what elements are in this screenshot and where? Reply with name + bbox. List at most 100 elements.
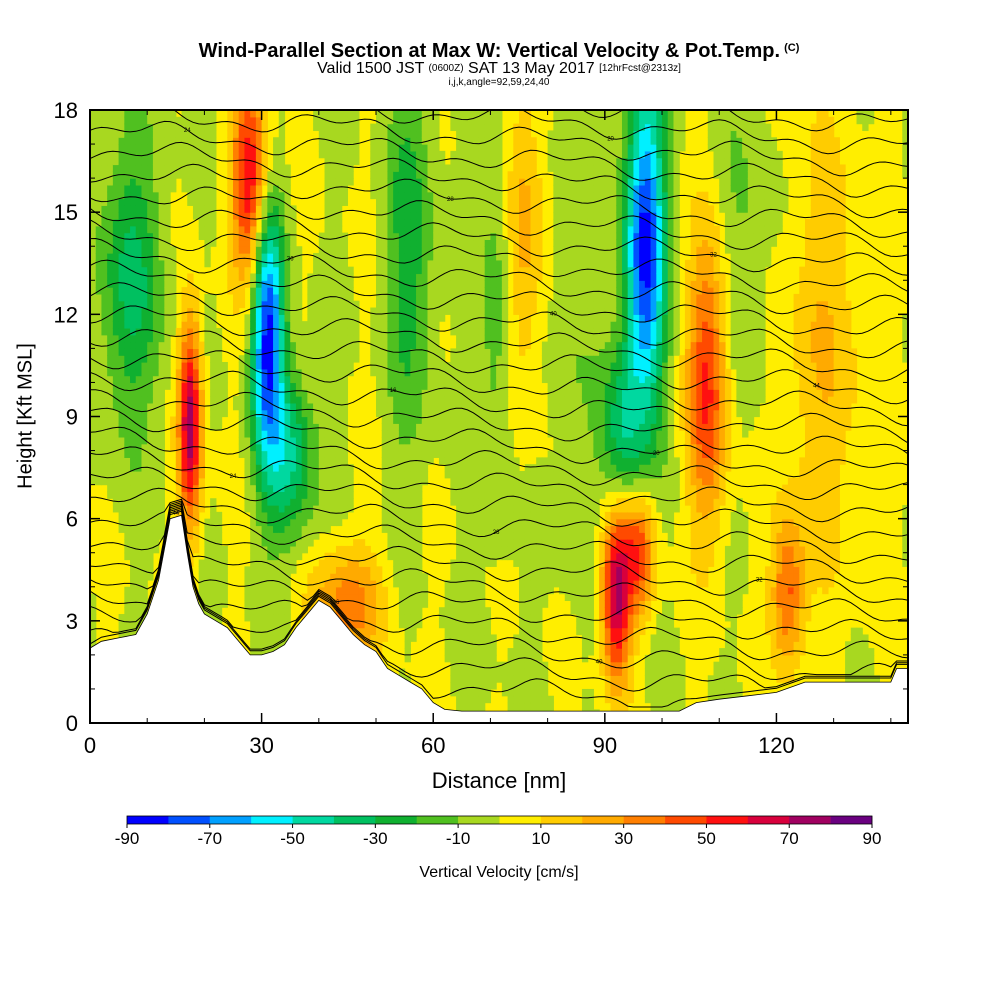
field-cell (250, 327, 257, 336)
field-cell (398, 525, 406, 533)
field-cell (524, 327, 532, 336)
field-cell (341, 457, 349, 465)
field-cell (152, 191, 160, 200)
field-cell (210, 293, 217, 302)
field-cell (290, 334, 297, 343)
field-cell (152, 178, 160, 186)
field-cell (101, 205, 108, 213)
field-cell (410, 116, 417, 125)
field-cell (238, 150, 246, 159)
field-cell (278, 566, 286, 574)
field-cell (467, 307, 474, 315)
field-cell (433, 232, 440, 241)
field-cell (175, 348, 183, 356)
field-cell (141, 614, 148, 622)
field-cell (204, 137, 211, 145)
field-cell (398, 123, 406, 132)
field-cell (473, 586, 480, 595)
field-cell (290, 287, 297, 295)
field-cell (261, 164, 268, 172)
field-cell (238, 293, 246, 302)
field-cell (210, 593, 217, 601)
field-cell (158, 375, 165, 384)
field-cell (461, 654, 469, 663)
field-cell (381, 477, 389, 486)
field-cell (444, 266, 451, 275)
field-cell (433, 375, 440, 384)
field-cell (147, 327, 154, 336)
field-cell (273, 627, 280, 636)
field-cell (410, 409, 417, 418)
field-cell (164, 382, 171, 390)
field-cell (313, 505, 320, 513)
field-cell (147, 273, 154, 281)
field-cell (416, 280, 423, 288)
field-cell (473, 402, 480, 411)
field-cell (410, 600, 417, 608)
field-cell (101, 253, 108, 261)
field-cell (438, 293, 446, 302)
field-cell (496, 116, 503, 125)
field-cell (204, 184, 211, 193)
field-cell (467, 184, 474, 193)
field-cell (267, 532, 274, 540)
field-cell (501, 682, 509, 690)
field-cell (152, 150, 160, 159)
field-cell (95, 334, 103, 343)
field-cell (416, 423, 423, 431)
field-cell (456, 355, 463, 363)
field-cell (335, 164, 343, 172)
field-cell (192, 314, 200, 322)
field-cell (427, 443, 434, 452)
field-cell (278, 532, 286, 540)
field-cell (187, 334, 194, 343)
field-cell (141, 402, 148, 411)
field-cell (324, 402, 331, 411)
field-cell (444, 436, 451, 445)
field-cell (164, 314, 171, 322)
field-cell (255, 491, 263, 499)
field-cell (519, 668, 526, 676)
field-cell (461, 545, 469, 554)
field-cell (101, 470, 108, 479)
field-cell (141, 130, 148, 138)
field-cell (261, 239, 268, 247)
field-cell (318, 116, 326, 125)
field-cell (278, 137, 286, 145)
field-cell (141, 552, 148, 561)
field-cell (250, 293, 257, 302)
field-cell (530, 661, 537, 670)
field-cell (101, 293, 108, 302)
field-cell (227, 266, 234, 275)
field-cell (393, 321, 400, 329)
field-cell (410, 110, 417, 118)
field-cell (255, 171, 263, 179)
field-cell (158, 491, 165, 499)
field-cell (204, 171, 211, 179)
field-cell (273, 518, 280, 527)
field-cell (478, 368, 486, 377)
field-cell (273, 443, 280, 452)
field-cell (238, 266, 246, 275)
field-cell (404, 150, 411, 159)
field-cell (141, 443, 148, 452)
field-cell (290, 389, 297, 397)
field-cell (130, 545, 137, 554)
field-cell (181, 450, 188, 458)
field-cell (261, 327, 268, 336)
field-cell (484, 402, 492, 411)
field-cell (278, 198, 286, 206)
field-cell (330, 137, 337, 145)
field-cell (250, 382, 257, 390)
field-cell (387, 212, 394, 220)
field-cell (175, 423, 183, 431)
field-cell (335, 184, 343, 193)
field-cell (210, 218, 217, 227)
field-cell (204, 116, 211, 125)
field-cell (313, 450, 320, 458)
field-cell (250, 620, 257, 629)
field-cell (530, 607, 537, 615)
field-cell (267, 525, 274, 533)
field-cell (444, 648, 451, 656)
field-cell (456, 518, 463, 527)
